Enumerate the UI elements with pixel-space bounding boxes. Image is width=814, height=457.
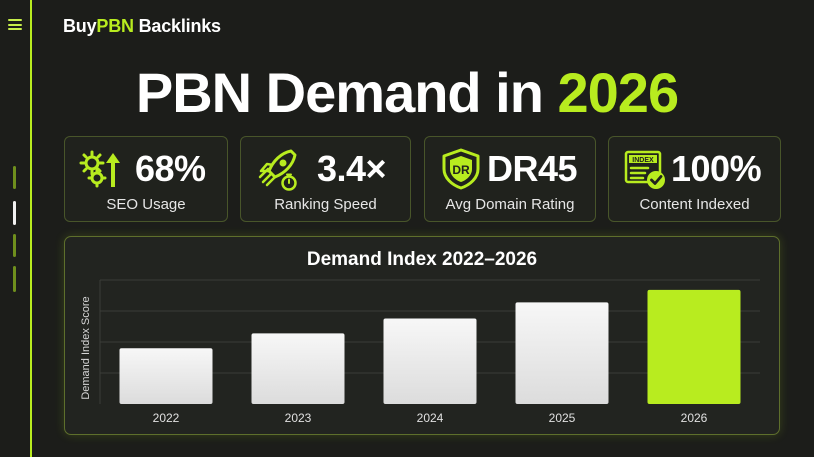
- index-document-check-icon: INDEX: [624, 150, 665, 189]
- x-tick-label: 2025: [549, 411, 576, 425]
- brand-logo[interactable]: BuyPBN Backlinks: [63, 16, 221, 37]
- stat-card-content-indexed: INDEX 100% Content Indexed: [608, 136, 781, 222]
- stat-value: 100%: [671, 148, 762, 189]
- brand-prefix: Buy: [63, 16, 97, 36]
- bar-2026: [647, 289, 741, 404]
- x-tick-label: 2024: [417, 411, 444, 425]
- section-indicator-2[interactable]: [13, 201, 16, 225]
- stat-value: 3.4×: [317, 148, 387, 189]
- stat-label: SEO Usage: [106, 196, 186, 213]
- section-indicator-3[interactable]: [13, 234, 16, 257]
- sidebar: [0, 0, 32, 457]
- x-tick-label: 2023: [285, 411, 312, 425]
- page-title-year: 2026: [557, 61, 680, 124]
- dr-shield-text: DR: [452, 163, 470, 177]
- bar-2022: [119, 348, 213, 404]
- gears-arrow-up-icon: [79, 150, 120, 188]
- bar-2025: [515, 302, 609, 404]
- stat-label: Avg Domain Rating: [445, 196, 575, 213]
- brand-suffix: Backlinks: [133, 16, 221, 36]
- chart-title: Demand Index 2022–2026: [306, 249, 538, 270]
- page-title: PBN Demand in 2026: [0, 58, 814, 128]
- bar-2023: [251, 333, 345, 404]
- stat-value: DR45: [487, 148, 578, 189]
- stat-value: 68%: [135, 148, 206, 189]
- page-title-text: PBN Demand in: [135, 61, 558, 124]
- x-tick-label: 2026: [681, 411, 708, 425]
- stat-card-seo-usage: 68% SEO Usage: [64, 136, 228, 222]
- index-icon-text: INDEX: [632, 157, 654, 164]
- stat-card-avg-domain-rating: DR DR45 Avg Domain Rating: [424, 136, 596, 222]
- bar-2024: [383, 318, 477, 404]
- section-indicator-4[interactable]: [13, 266, 16, 292]
- hamburger-menu-icon[interactable]: [8, 19, 22, 30]
- stat-label: Ranking Speed: [274, 196, 377, 213]
- stat-card-ranking-speed: 3.4× Ranking Speed: [240, 136, 411, 222]
- brand-accent: PBN: [96, 16, 134, 36]
- x-tick-label: 2022: [153, 411, 180, 425]
- stat-label: Content Indexed: [639, 196, 750, 213]
- sidebar-panel: [0, 0, 30, 457]
- rocket-stopwatch-icon: [258, 149, 297, 191]
- dr-shield-icon: DR: [442, 148, 480, 190]
- section-indicator-1[interactable]: [13, 166, 16, 189]
